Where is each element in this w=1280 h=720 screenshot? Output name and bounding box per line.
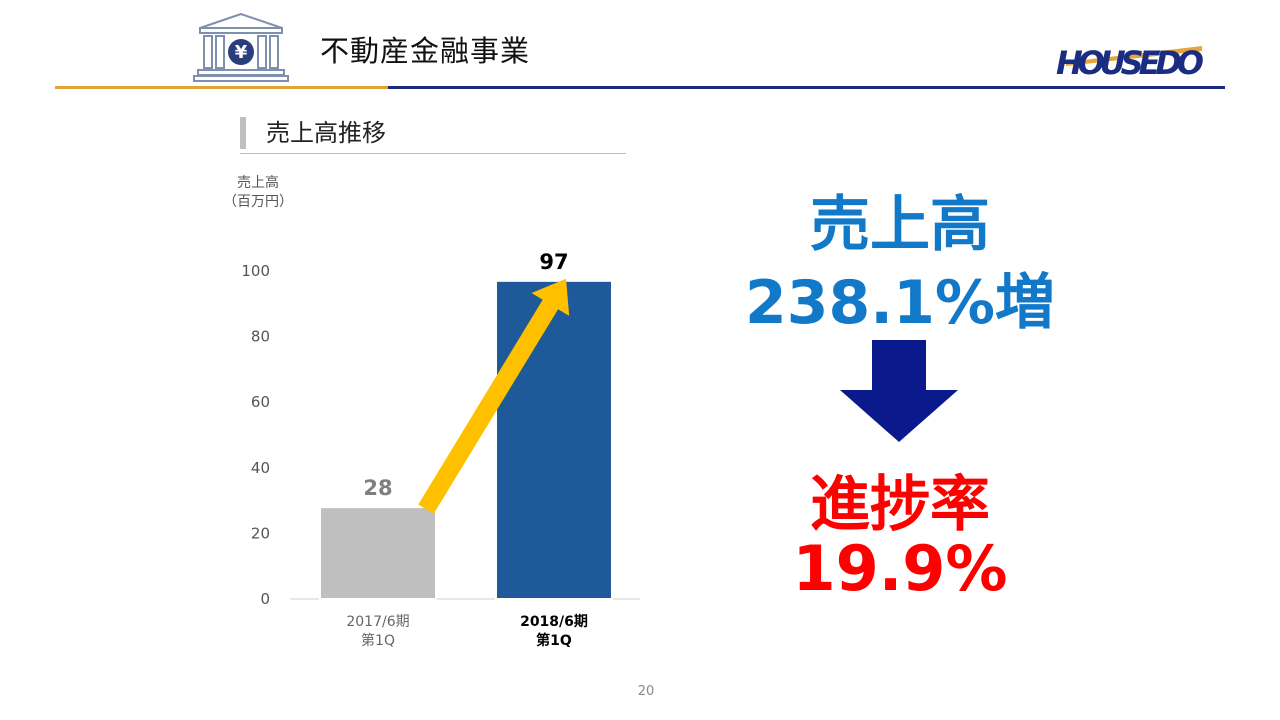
bar <box>495 279 613 601</box>
unit-label-line-1: 売上高 <box>237 175 279 191</box>
data-label: 28 <box>363 476 392 500</box>
y-tick-label: 100 <box>241 262 270 280</box>
bars <box>319 279 613 601</box>
svg-text:¥: ¥ <box>235 42 248 63</box>
page-title: 不動産金融事業 <box>320 34 531 68</box>
x-tick-label: 2017/6期 <box>346 614 409 630</box>
callout-sales-growth: 238.1%増 <box>745 268 1055 338</box>
callout-sales-label: 売上高 <box>810 190 990 260</box>
data-label: 97 <box>539 250 568 274</box>
down-arrow-icon <box>840 340 958 442</box>
logo-text: HOUSEDO <box>1056 44 1204 78</box>
callout-progress-label: 進捗率 <box>810 470 990 540</box>
header-rule-left <box>55 86 388 89</box>
y-tick-label: 80 <box>251 328 270 346</box>
data-labels: 28 97 <box>363 250 568 500</box>
header-rule-right <box>388 86 1225 89</box>
section-divider <box>240 153 626 154</box>
x-tick-label: 第1Q <box>361 632 395 649</box>
section-title: 売上高推移 <box>266 119 386 147</box>
x-tick-label: 2018/6期 <box>520 614 588 630</box>
section-marker <box>240 117 246 149</box>
unit-label-line-2: （百万円） <box>223 194 293 210</box>
y-axis-ticks: 0 20 40 60 80 100 <box>241 262 270 608</box>
y-tick-label: 60 <box>251 393 270 411</box>
x-tick-label: 第1Q <box>536 632 572 649</box>
growth-arrow-shape <box>418 278 570 514</box>
bar <box>319 506 437 600</box>
y-tick-label: 0 <box>260 590 270 608</box>
growth-arrow <box>418 278 570 514</box>
yen-bank-icon: ¥ <box>193 12 289 82</box>
housedo-logo: HOUSEDO <box>1056 44 1206 78</box>
page-number: 20 <box>637 684 655 699</box>
y-tick-label: 40 <box>251 459 270 477</box>
y-tick-label: 20 <box>251 524 270 542</box>
y-axis-unit-label: 売上高 （百万円） <box>214 174 302 212</box>
callout-progress-rate: 19.9% <box>792 532 1008 605</box>
